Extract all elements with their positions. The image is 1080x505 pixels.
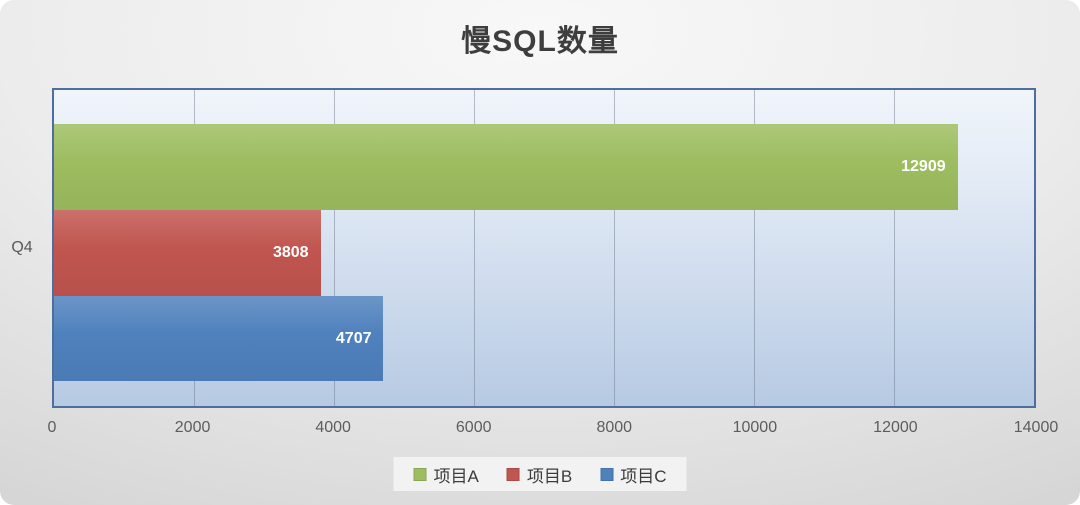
legend-label: 项目B <box>526 466 573 486</box>
chart-title: 慢SQL数量 <box>461 25 619 58</box>
x-tick-label: 0 <box>47 419 57 436</box>
gridline <box>754 90 755 406</box>
x-tick-label: 8000 <box>596 419 633 436</box>
legend-label: 项目A <box>433 466 479 486</box>
bar-value-label: 4707 <box>335 329 372 347</box>
x-tick-label: 14000 <box>1013 419 1059 436</box>
x-tick-label: 6000 <box>455 419 492 436</box>
bar-value-label: 12909 <box>901 158 946 176</box>
x-tick-label: 10000 <box>732 419 778 436</box>
x-tick-label: 4000 <box>315 419 351 436</box>
gridline <box>614 90 615 406</box>
plot-area: 12909 3808 4707 <box>52 88 1036 408</box>
legend: 项目A 项目B 项目C <box>393 457 687 491</box>
bar-value-label: 3808 <box>272 243 309 261</box>
gridline <box>334 90 335 406</box>
x-tick-label: 2000 <box>174 419 211 436</box>
bar-series-3: 4707 <box>54 295 384 382</box>
legend-swatch-icon <box>506 467 520 481</box>
gridline <box>474 90 475 406</box>
legend-item-3: 项目C <box>600 462 666 487</box>
y-axis-category-label: Q4 <box>11 239 33 256</box>
legend-label: 项目C <box>620 466 667 486</box>
bar-series-1: 12909 <box>54 124 958 211</box>
bar-series-2: 3808 <box>54 210 321 296</box>
x-tick-label: 12000 <box>873 419 918 436</box>
legend-swatch-icon <box>413 467 427 481</box>
x-axis-tick-labels: 0 2000 4000 6000 8000 10000 12000 14000 <box>48 419 1059 441</box>
legend-swatch-icon <box>600 467 614 481</box>
legend-item-2: 项目B <box>506 462 573 487</box>
gridline <box>894 90 895 406</box>
legend-item-1: 项目A <box>413 462 479 487</box>
